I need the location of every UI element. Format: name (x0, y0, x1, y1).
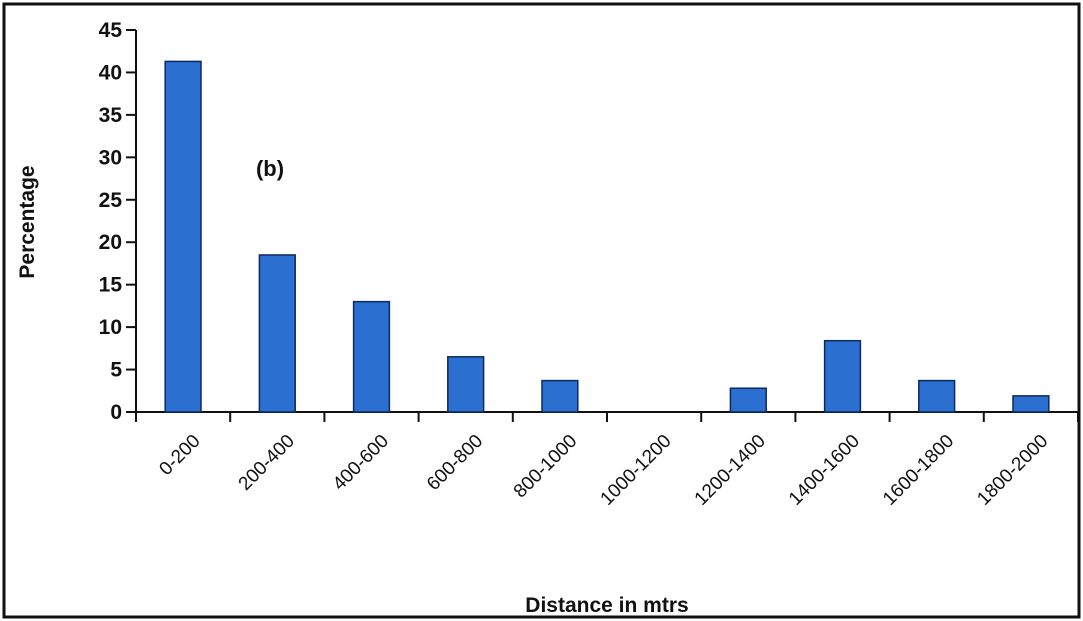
x-tick-label: 1600-1800 (879, 431, 958, 510)
y-tick-label: 5 (110, 359, 122, 382)
y-tick-label: 15 (99, 274, 123, 297)
x-tick-label: 1200-1400 (691, 431, 770, 510)
y-tick-label: 35 (99, 104, 123, 127)
bar-800-1000 (541, 379, 579, 413)
bar-1600-1800 (918, 379, 956, 413)
bars (164, 60, 1050, 413)
y-axis-title: Percentage (16, 165, 39, 278)
x-tick-label: 600-800 (423, 431, 487, 495)
y-tick-label: 0 (110, 401, 122, 424)
bar-1800-2000 (1012, 395, 1050, 413)
bar-600-800 (447, 356, 485, 413)
bar-1400-1600 (823, 339, 862, 413)
bar-400-600 (352, 300, 391, 413)
x-tick-label: 400-600 (329, 431, 393, 495)
panel-annotation: (b) (256, 156, 284, 181)
x-axis-title: Distance in mtrs (525, 594, 688, 617)
y-tick-label: 30 (99, 146, 122, 169)
bar-200-400 (258, 254, 296, 413)
x-tick-label: 0-200 (155, 431, 204, 480)
y-tick-label: 10 (99, 316, 122, 339)
x-axis (135, 411, 1079, 422)
y-tick-label: 20 (99, 231, 122, 254)
x-tick-label: 1800-2000 (973, 431, 1052, 510)
y-axis: 0 5 10 15 20 25 30 35 40 45 (99, 19, 137, 424)
x-tick-label: 1000-1200 (597, 431, 676, 510)
bar-0-200 (164, 60, 202, 413)
y-tick-label: 25 (99, 189, 123, 212)
y-tick-label: 45 (99, 19, 123, 42)
category-labels: 0-200 200-400 400-600 600-800 800-1000 1000-1… (155, 431, 1052, 510)
x-tick-label: 1400-1600 (785, 431, 864, 510)
x-tick-label: 200-400 (235, 431, 299, 495)
y-tick-label: 40 (99, 61, 122, 84)
x-tick-label: 800-1000 (510, 431, 582, 503)
bar-1200-1400 (729, 387, 767, 413)
